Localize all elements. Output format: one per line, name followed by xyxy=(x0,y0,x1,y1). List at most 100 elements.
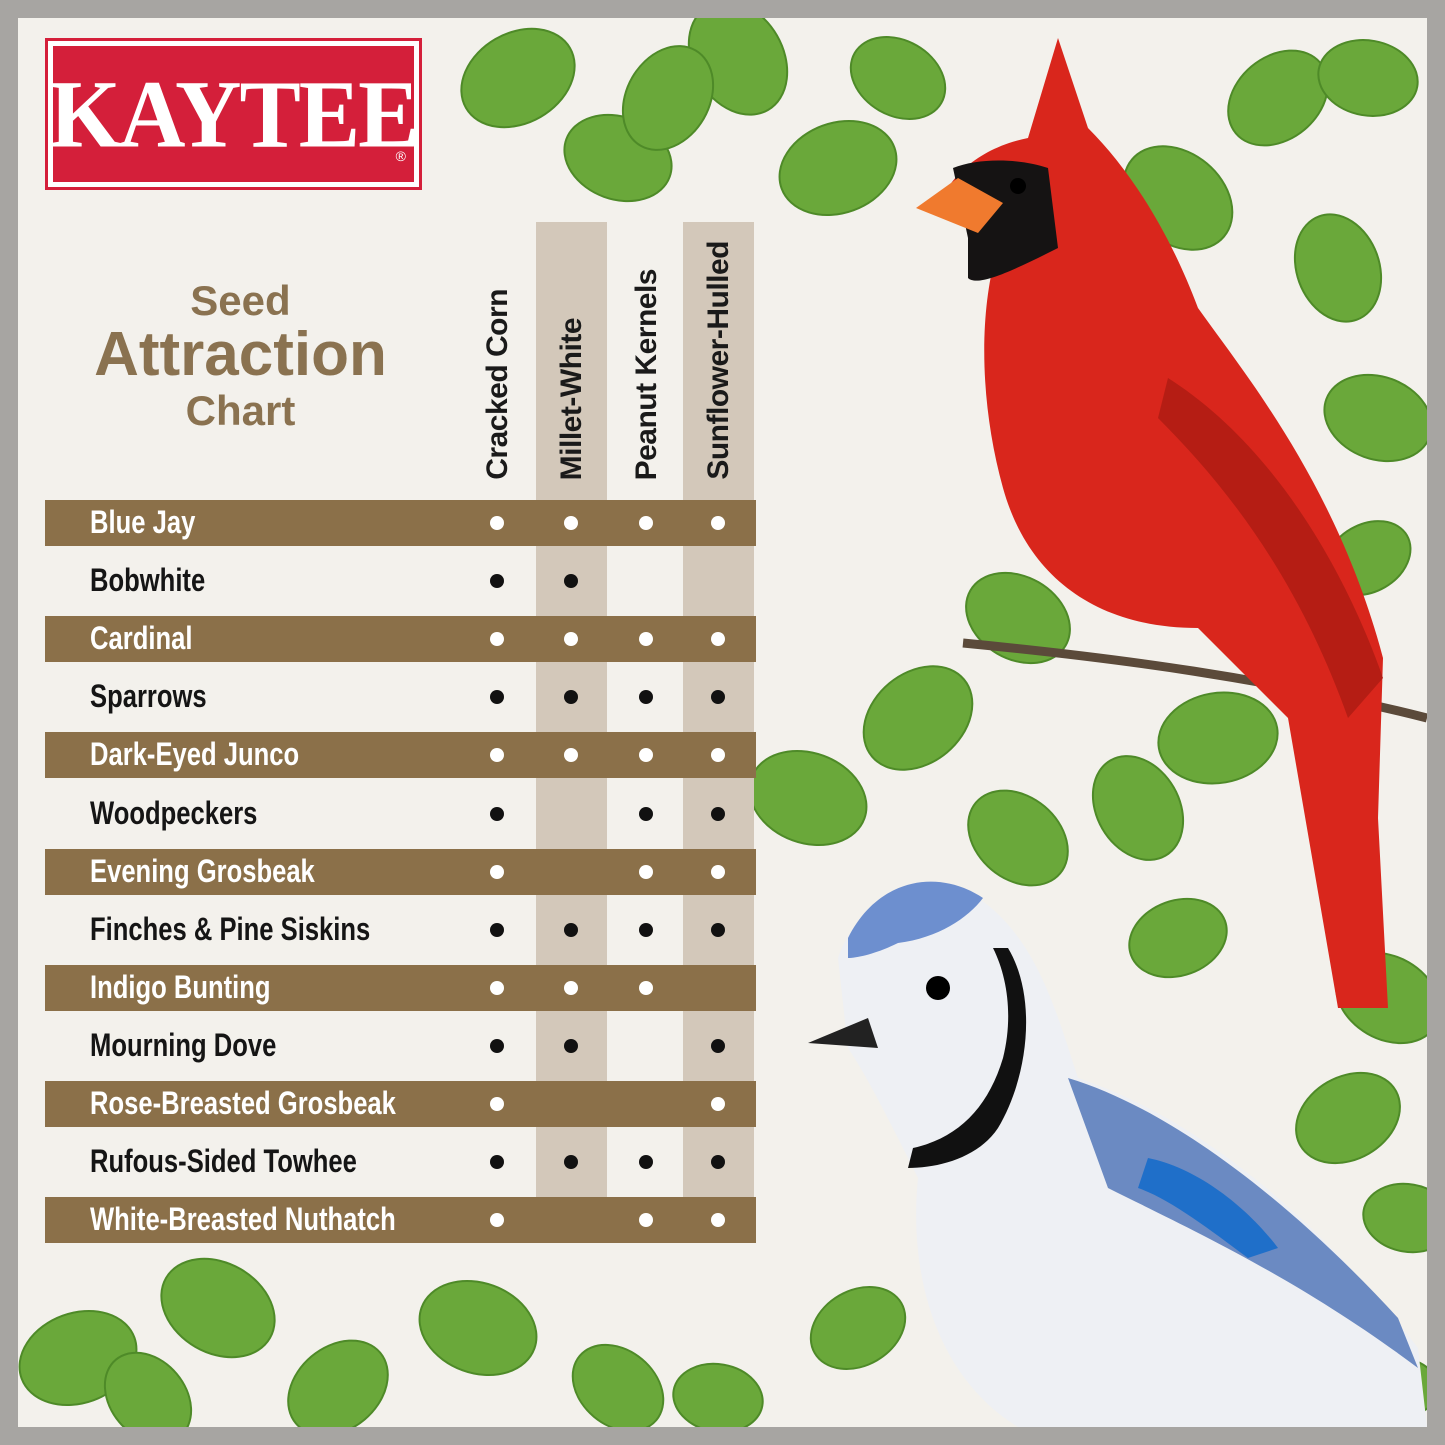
bird-name: White-Breasted Nuthatch xyxy=(90,1201,396,1238)
column-header-label: Sunflower-Hulled xyxy=(701,241,735,480)
bird-name: Evening Grosbeak xyxy=(90,852,315,889)
attraction-dot xyxy=(711,1213,725,1228)
leaf xyxy=(748,749,868,847)
leaf xyxy=(1128,897,1228,979)
title-line-3: Chart xyxy=(185,387,296,434)
attraction-dot xyxy=(639,516,653,530)
registered-mark: ® xyxy=(395,148,406,164)
attraction-dot xyxy=(490,806,504,821)
table-row: Indigo Bunting xyxy=(45,964,756,1011)
attraction-dot xyxy=(639,632,653,647)
attraction-dot xyxy=(564,690,578,705)
leaf xyxy=(1323,373,1427,463)
attraction-dot xyxy=(490,1155,504,1170)
bird-name: Bobwhite xyxy=(90,562,206,599)
table-row: Blue Jay xyxy=(45,500,756,546)
leaf xyxy=(672,1362,764,1427)
title-line-2: Attraction xyxy=(94,320,387,389)
table-row: Bobwhite xyxy=(45,558,756,604)
attraction-dot xyxy=(564,1038,578,1053)
leaf xyxy=(967,789,1069,887)
leaf xyxy=(1157,691,1279,785)
table-row: Dark-Eyed Junco xyxy=(45,732,756,779)
attraction-dot xyxy=(564,516,578,530)
bird-name: Woodpeckers xyxy=(90,794,258,831)
bird-illustration xyxy=(18,18,1427,1427)
leaf xyxy=(460,27,576,129)
attraction-dot xyxy=(639,980,653,995)
table-row: Mourning Dove xyxy=(45,1023,756,1069)
attraction-dot xyxy=(639,1155,653,1170)
column-header: Millet-White xyxy=(536,222,607,480)
attraction-dot xyxy=(564,748,578,763)
column-header: Cracked Corn xyxy=(462,222,533,480)
attraction-dot xyxy=(711,690,725,705)
leaf xyxy=(1317,39,1419,117)
attraction-dot xyxy=(564,980,578,995)
attraction-dot xyxy=(490,922,504,937)
table-row: White-Breasted Nuthatch xyxy=(45,1197,756,1244)
attraction-dot xyxy=(490,632,504,647)
attraction-dot xyxy=(564,922,578,937)
table-row: Rose-Breasted Grosbeak xyxy=(45,1081,756,1127)
attraction-dot xyxy=(711,806,725,821)
bird-name: Cardinal xyxy=(90,620,193,657)
leaf xyxy=(1227,49,1329,147)
column-header-label: Cracked Corn xyxy=(480,289,514,480)
bird-name: Finches & Pine Siskins xyxy=(90,910,371,947)
leaf xyxy=(1362,1182,1427,1254)
kaytee-logo: KAYTEE ® xyxy=(45,38,422,190)
leaf xyxy=(862,665,974,771)
leaf xyxy=(1091,755,1185,861)
table-row: Rufous-Sided Towhee xyxy=(45,1139,756,1185)
leaf xyxy=(778,119,898,217)
attraction-dot xyxy=(639,748,653,763)
column-header-label: Peanut Kernels xyxy=(629,268,663,480)
leaf xyxy=(160,1257,276,1359)
attraction-dot xyxy=(490,1213,504,1228)
column-header: Peanut Kernels xyxy=(611,222,682,480)
logo-text: KAYTEE xyxy=(49,60,419,168)
table-row: Sparrows xyxy=(45,674,756,720)
chart-title: Seed Attraction Chart xyxy=(58,280,423,432)
attraction-dot xyxy=(711,516,725,530)
leaf xyxy=(621,45,715,151)
attraction-dot xyxy=(490,748,504,763)
attraction-dot xyxy=(564,1155,578,1170)
leaf xyxy=(1293,213,1383,323)
table-row: Cardinal xyxy=(45,616,756,663)
attraction-dot xyxy=(711,864,725,879)
leaf xyxy=(965,571,1071,665)
blue-jay-image xyxy=(808,881,1427,1427)
leaves xyxy=(18,18,1427,1427)
bird-name: Blue Jay xyxy=(90,504,196,540)
seed-chart-panel: KAYTEE ® Seed Attraction Chart Cracked C… xyxy=(18,18,1427,1427)
leaf xyxy=(1295,1071,1401,1165)
attraction-dot xyxy=(639,690,653,705)
attraction-dot xyxy=(639,864,653,879)
attraction-dot xyxy=(490,864,504,879)
attraction-dot xyxy=(711,1155,725,1170)
bird-name: Dark-Eyed Junco xyxy=(90,736,300,773)
column-header: Sunflower-Hulled xyxy=(683,222,754,480)
attraction-dot xyxy=(490,1038,504,1053)
attraction-dot xyxy=(490,980,504,995)
attraction-dot xyxy=(711,1097,725,1111)
leaf xyxy=(571,1343,665,1427)
leaf xyxy=(418,1279,538,1377)
bird-name: Sparrows xyxy=(90,678,207,715)
attraction-dot xyxy=(490,574,504,589)
bird-name: Rose-Breasted Grosbeak xyxy=(90,1085,396,1121)
attraction-dot xyxy=(711,632,725,647)
attraction-dot xyxy=(639,806,653,821)
attraction-dot xyxy=(490,1097,504,1111)
column-header-label: Millet-White xyxy=(554,317,588,480)
attraction-dot xyxy=(639,922,653,937)
bird-name: Indigo Bunting xyxy=(90,968,271,1005)
attraction-dot xyxy=(564,574,578,589)
attraction-dot xyxy=(564,632,578,647)
attraction-dot xyxy=(490,516,504,530)
attraction-dot xyxy=(639,1213,653,1228)
leaf xyxy=(103,1351,193,1427)
table-row: Woodpeckers xyxy=(45,791,756,837)
